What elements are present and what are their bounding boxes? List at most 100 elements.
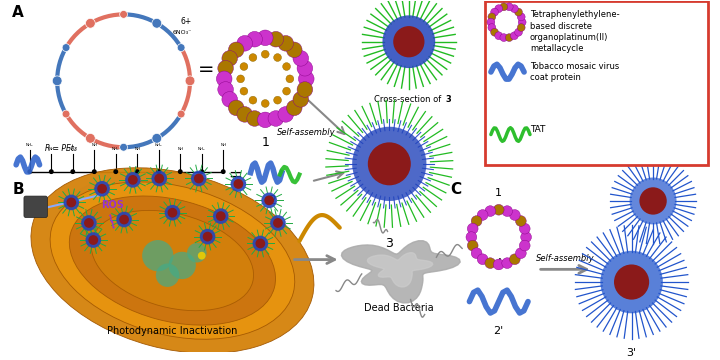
Polygon shape — [45, 183, 94, 210]
Circle shape — [505, 3, 513, 11]
Circle shape — [600, 251, 663, 313]
Text: 6NO₃⁻: 6NO₃⁻ — [172, 30, 192, 35]
Circle shape — [177, 110, 185, 118]
Circle shape — [466, 232, 477, 243]
Text: A: A — [12, 5, 24, 19]
Circle shape — [283, 87, 290, 95]
Circle shape — [505, 34, 513, 41]
Circle shape — [297, 82, 312, 97]
Circle shape — [519, 223, 530, 234]
Circle shape — [485, 258, 495, 269]
Circle shape — [240, 87, 248, 95]
Circle shape — [178, 169, 183, 174]
Circle shape — [86, 134, 95, 143]
Text: NH: NH — [91, 143, 97, 147]
Text: Tobacco mosaic virus
coat protein: Tobacco mosaic virus coat protein — [530, 62, 619, 82]
Circle shape — [94, 181, 110, 197]
Text: NH: NH — [220, 143, 226, 147]
Circle shape — [258, 112, 273, 128]
Circle shape — [261, 50, 269, 58]
Circle shape — [156, 264, 179, 287]
Circle shape — [165, 205, 180, 221]
Circle shape — [502, 206, 513, 216]
Text: 1: 1 — [261, 135, 269, 149]
Circle shape — [228, 42, 244, 58]
Text: NH₂: NH₂ — [112, 147, 120, 151]
Circle shape — [233, 179, 243, 189]
Circle shape — [270, 215, 286, 231]
Text: NH₂: NH₂ — [69, 147, 76, 151]
Circle shape — [86, 18, 95, 28]
Circle shape — [264, 195, 274, 205]
Circle shape — [519, 240, 530, 251]
Circle shape — [203, 232, 212, 242]
Text: NH: NH — [48, 147, 54, 151]
Text: =: = — [228, 166, 242, 184]
Circle shape — [471, 248, 482, 258]
Circle shape — [286, 75, 294, 83]
Circle shape — [142, 240, 174, 271]
Circle shape — [471, 216, 482, 226]
Circle shape — [84, 218, 94, 228]
Circle shape — [213, 208, 229, 224]
Circle shape — [222, 91, 238, 107]
Circle shape — [177, 44, 185, 51]
Circle shape — [199, 169, 204, 174]
Circle shape — [517, 13, 525, 21]
Circle shape — [293, 50, 309, 66]
Circle shape — [151, 171, 167, 186]
Circle shape — [273, 218, 283, 228]
Circle shape — [237, 75, 245, 83]
Circle shape — [517, 24, 525, 31]
Circle shape — [63, 195, 79, 210]
Circle shape — [510, 32, 518, 40]
Circle shape — [268, 31, 284, 47]
Text: NH₂: NH₂ — [198, 147, 205, 151]
Circle shape — [237, 36, 253, 51]
Circle shape — [156, 169, 161, 174]
Circle shape — [221, 169, 225, 174]
Circle shape — [393, 26, 425, 57]
Circle shape — [516, 216, 526, 226]
Circle shape — [518, 18, 526, 26]
Circle shape — [510, 254, 520, 265]
Circle shape — [521, 232, 531, 243]
Text: R = PEt₃: R = PEt₃ — [45, 144, 77, 153]
Circle shape — [62, 110, 70, 118]
Circle shape — [467, 223, 478, 234]
Circle shape — [510, 210, 520, 220]
Circle shape — [53, 76, 62, 86]
Text: Photodynamic Inactivation: Photodynamic Inactivation — [107, 326, 238, 336]
Circle shape — [352, 127, 426, 201]
Circle shape — [629, 177, 677, 224]
Text: Self-assembly: Self-assembly — [536, 253, 595, 262]
Text: ROS: ROS — [101, 200, 124, 210]
Circle shape — [297, 60, 312, 76]
Text: =: = — [199, 59, 215, 78]
Circle shape — [258, 30, 273, 46]
Text: 2': 2' — [494, 326, 504, 336]
Circle shape — [249, 54, 257, 62]
Circle shape — [152, 134, 162, 143]
Circle shape — [500, 34, 508, 41]
Circle shape — [168, 208, 177, 217]
Circle shape — [639, 187, 667, 215]
Text: NH: NH — [177, 147, 184, 151]
Circle shape — [477, 254, 488, 265]
Circle shape — [502, 258, 513, 269]
Circle shape — [198, 252, 206, 260]
Circle shape — [283, 63, 290, 71]
Circle shape — [217, 60, 233, 76]
Circle shape — [516, 248, 526, 258]
Circle shape — [268, 111, 284, 126]
Circle shape — [467, 240, 478, 251]
Circle shape — [299, 71, 314, 87]
Circle shape — [217, 71, 232, 87]
Circle shape — [135, 169, 140, 174]
Circle shape — [382, 15, 435, 68]
Circle shape — [71, 169, 75, 174]
Circle shape — [500, 3, 508, 11]
Circle shape — [487, 18, 495, 26]
Circle shape — [278, 107, 294, 122]
Polygon shape — [341, 241, 460, 303]
